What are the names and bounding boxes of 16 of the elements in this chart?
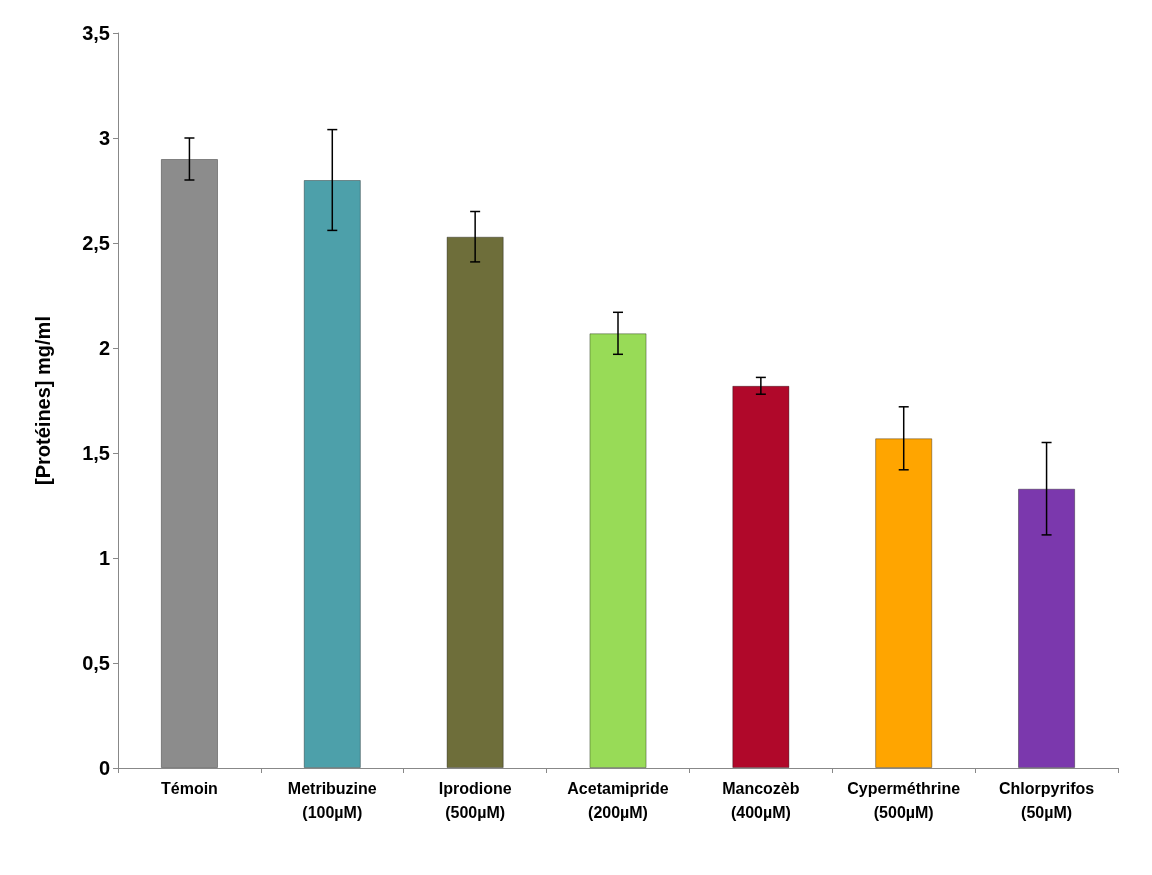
y-tick-label: 0,5 — [82, 652, 110, 674]
x-tick-label: Témoin — [160, 779, 218, 797]
y-tick-label: 1,5 — [82, 442, 110, 464]
y-tick-label: 2,5 — [82, 232, 110, 254]
x-tick-label: Chlorpyrifos (50µM) — [999, 779, 1095, 821]
y-tick-label: 2 — [98, 337, 110, 359]
y-tick-label: 1 — [98, 547, 110, 569]
y-tick-label: 0 — [98, 757, 110, 779]
x-tick-label: Metribuzine (100µM) — [287, 779, 377, 821]
y-axis-title: [Protéines] mg/ml — [32, 316, 54, 485]
x-tick-label: Mancozèb (400µM) — [722, 779, 800, 821]
x-tick-label: Cyperméthrine (500µM) — [847, 779, 961, 821]
x-tick-label: Acetamipride (200µM) — [567, 779, 669, 821]
y-tick-label: 3 — [98, 127, 110, 149]
x-tick-label: Iprodione (500µM) — [438, 779, 512, 821]
y-tick-label: 3,5 — [82, 22, 110, 44]
